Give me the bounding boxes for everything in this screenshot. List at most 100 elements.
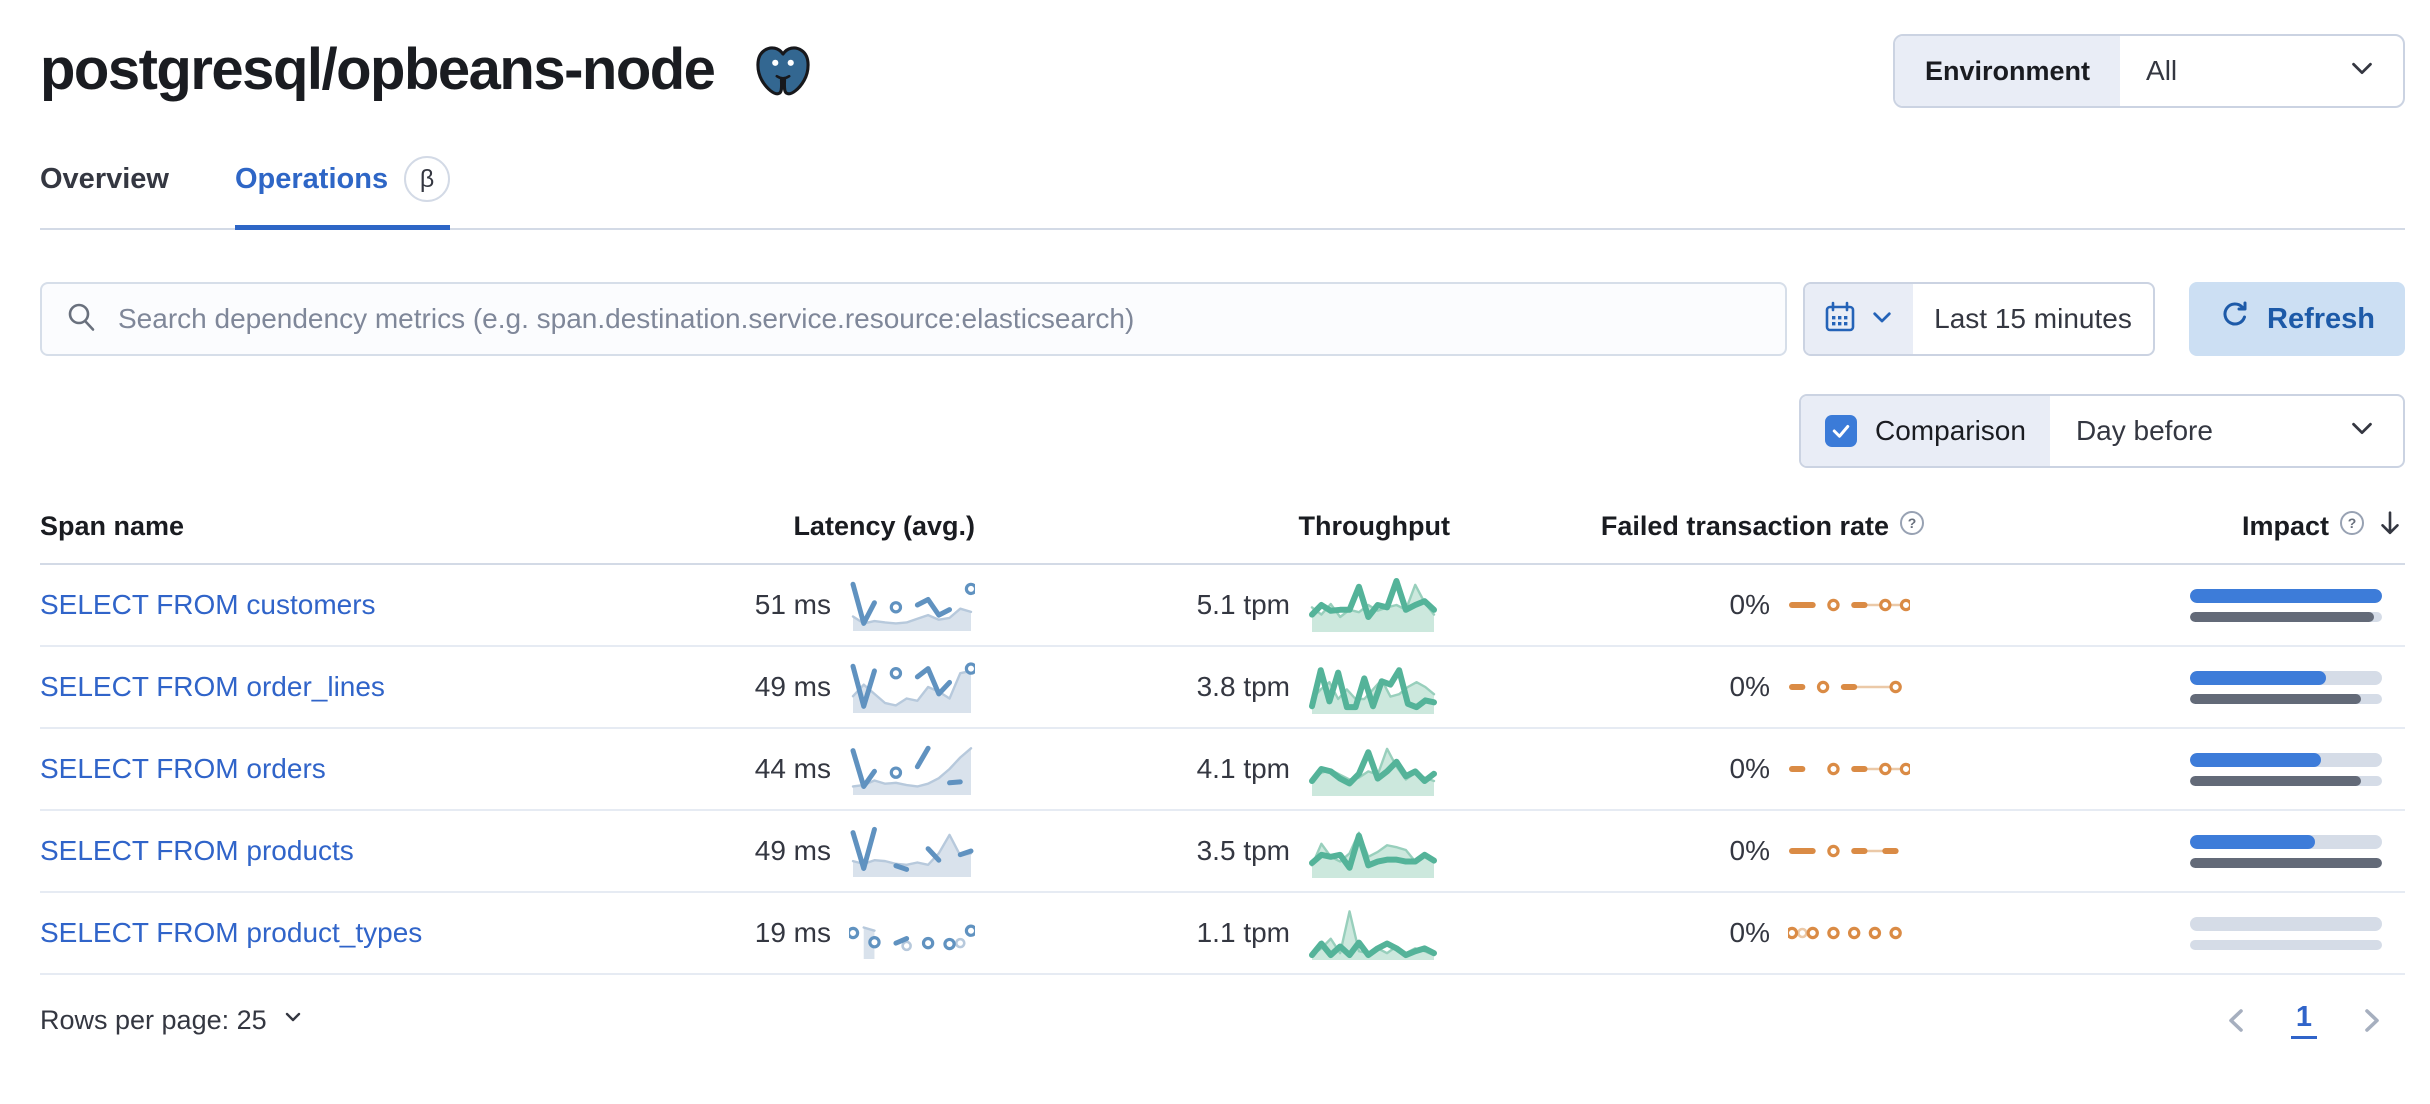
throughput-value: 3.8 tpm [1196, 671, 1290, 702]
sort-descending-icon [2375, 508, 2405, 545]
span-name-link[interactable]: SELECT FROM product_types [40, 917, 423, 948]
help-icon[interactable]: ? [2339, 510, 2365, 543]
throughput-sparkline [1308, 905, 1438, 961]
failed-rate-value: 0% [1729, 589, 1770, 620]
throughput-value: 4.1 tpm [1196, 753, 1290, 784]
impact-cell [1925, 916, 2405, 950]
help-icon[interactable]: ? [1899, 510, 1925, 543]
rows-per-page-button[interactable]: Rows per page: 25 [40, 1005, 305, 1036]
failed-rate-sparkline [1788, 589, 1910, 621]
latency-sparkline [849, 578, 975, 632]
page-title: postgresql/opbeans-node [40, 37, 716, 102]
span-name-link[interactable]: SELECT FROM orders [40, 753, 326, 784]
latency-value: 51 ms [754, 589, 831, 620]
comparison-row: Comparison Day before [40, 394, 2405, 468]
table-row: SELECT FROM orders 44 ms 4.1 tpm 0% [40, 729, 2405, 811]
chevron-down-icon [1869, 304, 1895, 335]
latency-value: 49 ms [754, 671, 831, 702]
date-picker-quick-menu[interactable] [1805, 284, 1913, 354]
latency-value: 49 ms [754, 835, 831, 866]
chevron-down-icon [2347, 413, 2377, 450]
environment-filter-value: All [2146, 55, 2178, 86]
tab-operations[interactable]: Operations β [234, 156, 451, 230]
impact-bar-current [2190, 670, 2382, 685]
svg-text:?: ? [1908, 515, 1917, 531]
impact-bar-previous [2190, 939, 2382, 950]
pagination: 1 [2221, 1001, 2387, 1039]
comparison-label: Comparison [1875, 415, 2026, 446]
failed-rate-value: 0% [1729, 671, 1770, 702]
calendar-icon [1823, 300, 1857, 339]
rows-per-page-label: Rows per page: 25 [40, 1004, 267, 1035]
time-range-value[interactable]: Last 15 minutes [1934, 303, 2132, 334]
search-box [40, 282, 1787, 356]
table-body: SELECT FROM customers 51 ms 5.1 tpm 0% [40, 565, 2405, 975]
span-name-link[interactable]: SELECT FROM customers [40, 589, 376, 620]
search-input[interactable] [118, 303, 1761, 335]
latency-value: 19 ms [754, 917, 831, 948]
throughput-sparkline [1308, 823, 1438, 879]
refresh-button[interactable]: Refresh [2189, 282, 2405, 356]
tab-overview-label: Overview [40, 162, 169, 195]
tab-overview[interactable]: Overview [40, 156, 169, 228]
impact-cell [1925, 834, 2405, 868]
throughput-sparkline [1308, 577, 1438, 633]
latency-sparkline [849, 824, 975, 878]
comparison-select[interactable]: Day before [2050, 396, 2403, 466]
throughput-value: 5.1 tpm [1196, 589, 1290, 620]
comparison-checkbox[interactable] [1825, 415, 1857, 447]
search-icon [66, 301, 98, 338]
table-row: SELECT FROM products 49 ms 3.5 tpm 0% [40, 811, 2405, 893]
refresh-label: Refresh [2267, 302, 2375, 335]
table-footer: Rows per page: 25 1 [40, 1001, 2405, 1039]
impact-cell [1925, 752, 2405, 786]
failed-rate-value: 0% [1729, 753, 1770, 784]
impact-bar-previous [2190, 775, 2382, 786]
failed-rate-sparkline [1788, 753, 1910, 785]
column-header-span-name[interactable]: Span name [40, 511, 185, 541]
impact-cell [1925, 670, 2405, 704]
tabs: Overview Operations β [40, 156, 2405, 230]
span-name-link[interactable]: SELECT FROM order_lines [40, 671, 385, 702]
span-name-link[interactable]: SELECT FROM products [40, 835, 354, 866]
page-number[interactable]: 1 [2290, 1001, 2317, 1039]
column-header-failed-rate[interactable]: Failed transaction rate ? [1450, 510, 1925, 543]
chevron-down-icon [2347, 53, 2377, 90]
column-header-impact[interactable]: Impact ? [1925, 508, 2405, 545]
table-row: SELECT FROM order_lines 49 ms 3.8 tpm 0% [40, 647, 2405, 729]
impact-bar-current [2190, 752, 2382, 767]
title-wrap: postgresql/opbeans-node [40, 34, 816, 106]
postgresql-logo-icon [750, 37, 816, 103]
impact-bar-previous [2190, 857, 2382, 868]
impact-bar-current [2190, 916, 2382, 931]
failed-rate-value: 0% [1729, 835, 1770, 866]
comparison-toggle[interactable]: Comparison [1801, 396, 2050, 466]
failed-rate-sparkline [1788, 835, 1910, 867]
failed-rate-sparkline [1788, 917, 1910, 949]
environment-filter[interactable]: Environment All [1893, 34, 2405, 108]
refresh-icon [2219, 299, 2251, 339]
impact-cell [1925, 588, 2405, 622]
next-page-button[interactable] [2355, 1004, 2387, 1036]
beta-badge: β [404, 156, 451, 202]
controls-row: Last 15 minutes Refresh [40, 282, 2405, 356]
comparison-select-value: Day before [2075, 415, 2213, 446]
latency-value: 44 ms [754, 753, 831, 784]
chevron-down-icon [281, 1005, 305, 1036]
tab-operations-label: Operations [234, 162, 389, 195]
header: postgresql/opbeans-node Environment All [40, 34, 2405, 108]
throughput-sparkline [1308, 741, 1438, 797]
throughput-value: 3.5 tpm [1196, 835, 1290, 866]
latency-sparkline [849, 906, 975, 960]
throughput-value: 1.1 tpm [1196, 917, 1290, 948]
previous-page-button[interactable] [2221, 1004, 2253, 1036]
failed-rate-value: 0% [1729, 917, 1770, 948]
column-header-latency[interactable]: Latency (avg.) [793, 511, 975, 541]
column-header-throughput[interactable]: Throughput [1298, 511, 1450, 541]
impact-bar-previous [2190, 693, 2382, 704]
comparison-control: Comparison Day before [1799, 394, 2405, 468]
table-row: SELECT FROM customers 51 ms 5.1 tpm 0% [40, 565, 2405, 647]
throughput-sparkline [1308, 659, 1438, 715]
date-picker[interactable]: Last 15 minutes [1803, 282, 2155, 356]
